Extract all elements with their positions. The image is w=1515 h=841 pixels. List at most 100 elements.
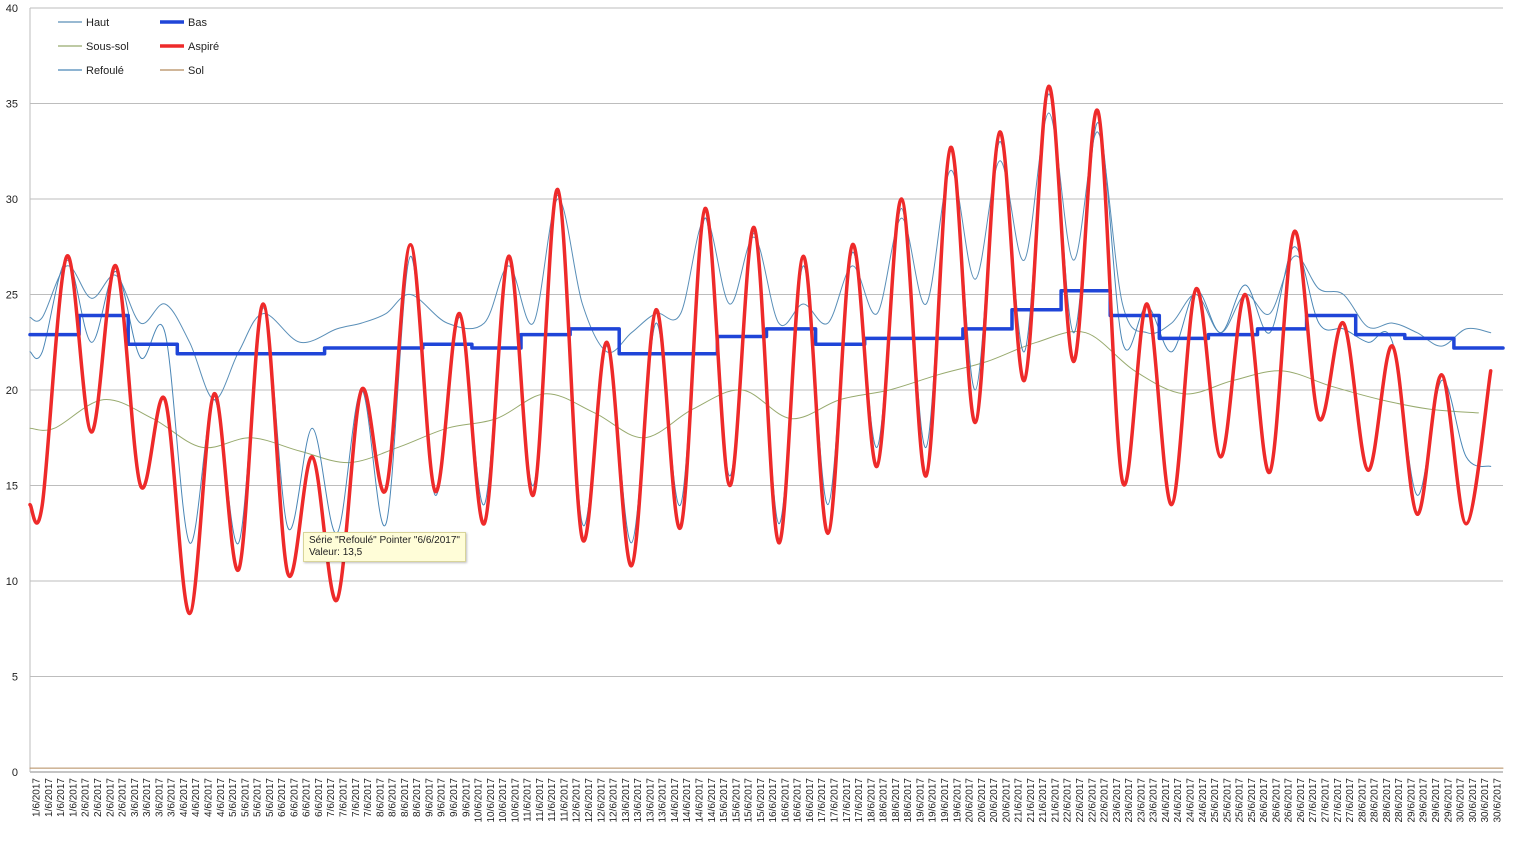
x-tick-label: 2/6/2017 xyxy=(81,778,92,817)
x-tick-label: 16/6/2017 xyxy=(793,778,804,823)
x-tick-label: 5/6/2017 xyxy=(253,778,264,817)
x-tick-label: 29/6/2017 xyxy=(1431,778,1442,823)
x-tick-label: 18/6/2017 xyxy=(903,778,914,823)
x-tick-label: 6/6/2017 xyxy=(302,778,313,817)
x-tick-label: 23/6/2017 xyxy=(1124,778,1135,823)
y-tick-label: 40 xyxy=(6,3,18,15)
x-tick-label: 17/6/2017 xyxy=(842,778,853,823)
x-tick-label: 29/6/2017 xyxy=(1443,778,1454,823)
x-tick-label: 16/6/2017 xyxy=(780,778,791,823)
y-tick-label: 30 xyxy=(6,194,18,206)
x-tick-label: 24/6/2017 xyxy=(1173,778,1184,823)
x-tick-label: 18/6/2017 xyxy=(891,778,902,823)
x-tick-label: 10/6/2017 xyxy=(486,778,497,823)
x-tick-label: 19/6/2017 xyxy=(952,778,963,823)
x-tick-label: 11/6/2017 xyxy=(547,778,558,822)
x-tick-label: 17/6/2017 xyxy=(830,778,841,823)
x-tick-label: 20/6/2017 xyxy=(965,778,976,823)
x-tick-label: 13/6/2017 xyxy=(621,778,632,823)
x-tick-label: 19/6/2017 xyxy=(915,778,926,823)
y-tick-label: 5 xyxy=(12,672,18,684)
x-tick-label: 25/6/2017 xyxy=(1222,778,1233,823)
x-tick-label: 21/6/2017 xyxy=(1014,778,1025,823)
tooltip-value-line: Valeur: 13,5 xyxy=(309,547,363,558)
x-tick-label: 6/6/2017 xyxy=(277,778,288,817)
x-tick-label: 18/6/2017 xyxy=(879,778,890,823)
tooltip-series-line: Série "Refoulé" Pointer "6/6/2017" xyxy=(309,535,460,546)
x-tick-label: 27/6/2017 xyxy=(1321,778,1332,823)
x-tick-label: 26/6/2017 xyxy=(1271,778,1282,823)
x-tick-label: 2/6/2017 xyxy=(93,778,104,817)
x-tick-label: 26/6/2017 xyxy=(1259,778,1270,823)
x-tick-label: 29/6/2017 xyxy=(1406,778,1417,823)
x-tick-label: 27/6/2017 xyxy=(1333,778,1344,823)
x-tick-label: 19/6/2017 xyxy=(940,778,951,823)
x-tick-label: 9/6/2017 xyxy=(449,778,460,817)
x-tick-label: 8/6/2017 xyxy=(400,778,411,817)
x-tick-label: 22/6/2017 xyxy=(1100,778,1111,823)
x-tick-label: 23/6/2017 xyxy=(1112,778,1123,823)
series-lines xyxy=(28,84,1505,769)
legend-label: Refoulé xyxy=(86,65,124,77)
x-tick-label: 12/6/2017 xyxy=(584,778,595,823)
x-tick-label: 14/6/2017 xyxy=(682,778,693,823)
x-tick-label: 20/6/2017 xyxy=(1001,778,1012,823)
x-tick-label: 15/6/2017 xyxy=(744,778,755,823)
x-tick-label: 6/6/2017 xyxy=(289,778,300,817)
data-tooltip: Série "Refoulé" Pointer "6/6/2017" Valeu… xyxy=(303,532,466,562)
x-tick-label: 15/6/2017 xyxy=(731,778,742,823)
x-tick-label: 23/6/2017 xyxy=(1136,778,1147,823)
x-tick-label: 2/6/2017 xyxy=(105,778,116,817)
x-tick-label: 21/6/2017 xyxy=(1038,778,1049,823)
x-tick-label: 11/6/2017 xyxy=(523,778,534,822)
x-tick-label: 3/6/2017 xyxy=(154,778,165,817)
x-tick-label: 25/6/2017 xyxy=(1210,778,1221,823)
x-tick-label: 24/6/2017 xyxy=(1161,778,1172,823)
x-tick-label: 6/6/2017 xyxy=(314,778,325,817)
x-tick-label: 14/6/2017 xyxy=(670,778,681,823)
x-tick-label: 25/6/2017 xyxy=(1235,778,1246,823)
x-tick-label: 26/6/2017 xyxy=(1296,778,1307,823)
series-line-aspir- xyxy=(28,84,1493,616)
legend-label: Aspiré xyxy=(188,41,219,53)
y-axis-tick-labels: 0 5 10 15 20 25 30 35 40 xyxy=(6,3,18,779)
x-tick-label: 14/6/2017 xyxy=(707,778,718,823)
x-axis-tick-labels: 1/6/2017 1/6/2017 1/6/2017 1/6/2017 2/6/2017… xyxy=(32,778,1504,823)
x-tick-label: 4/6/2017 xyxy=(204,778,215,817)
legend-label: Sol xyxy=(188,65,204,77)
x-tick-label: 13/6/2017 xyxy=(658,778,669,823)
x-tick-label: 1/6/2017 xyxy=(56,778,67,817)
x-tick-label: 5/6/2017 xyxy=(265,778,276,817)
x-tick-label: 18/6/2017 xyxy=(866,778,877,823)
legend-label: Haut xyxy=(86,17,109,29)
legend: Haut Bas Sous-sol Aspiré Refoulé Sol xyxy=(58,17,219,77)
y-tick-label: 0 xyxy=(12,767,18,779)
series-line-haut xyxy=(29,112,1492,401)
x-tick-label: 1/6/2017 xyxy=(32,778,43,817)
x-tick-label: 5/6/2017 xyxy=(228,778,239,817)
x-tick-label: 11/6/2017 xyxy=(560,778,571,822)
x-tick-label: 22/6/2017 xyxy=(1063,778,1074,823)
x-tick-label: 12/6/2017 xyxy=(596,778,607,823)
legend-label: Bas xyxy=(188,17,207,29)
x-tick-label: 28/6/2017 xyxy=(1382,778,1393,823)
y-tick-label: 15 xyxy=(6,481,18,493)
x-tick-label: 7/6/2017 xyxy=(326,778,337,817)
x-tick-label: 9/6/2017 xyxy=(461,778,472,817)
x-tick-label: 23/6/2017 xyxy=(1149,778,1160,823)
x-tick-label: 8/6/2017 xyxy=(388,778,399,817)
x-tick-label: 10/6/2017 xyxy=(510,778,521,823)
x-tick-label: 5/6/2017 xyxy=(240,778,251,817)
x-tick-label: 3/6/2017 xyxy=(130,778,141,817)
x-tick-label: 27/6/2017 xyxy=(1345,778,1356,823)
x-tick-label: 8/6/2017 xyxy=(412,778,423,817)
y-tick-label: 25 xyxy=(6,290,18,302)
series-line-bas xyxy=(28,288,1505,356)
x-tick-label: 4/6/2017 xyxy=(191,778,202,817)
x-tick-label: 16/6/2017 xyxy=(805,778,816,823)
x-tick-label: 25/6/2017 xyxy=(1247,778,1258,823)
x-tick-label: 7/6/2017 xyxy=(339,778,350,817)
x-tick-label: 24/6/2017 xyxy=(1186,778,1197,823)
x-tick-label: 10/6/2017 xyxy=(498,778,509,823)
